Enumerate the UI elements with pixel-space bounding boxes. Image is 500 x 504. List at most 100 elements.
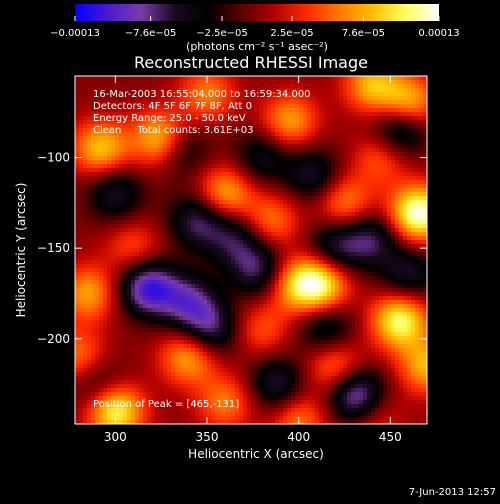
heatmap-cell — [255, 80, 260, 85]
heatmap-cell — [327, 196, 332, 201]
heatmap-cell — [299, 188, 304, 193]
heatmap-cell — [363, 184, 368, 189]
heatmap-cell — [311, 100, 316, 105]
heatmap-cell — [407, 128, 412, 133]
heatmap-cell — [143, 76, 148, 81]
heatmap-cell — [403, 232, 408, 237]
heatmap-cell — [415, 100, 420, 105]
heatmap-cell — [323, 284, 328, 289]
heatmap-cell — [259, 208, 264, 213]
heatmap-cell — [343, 136, 348, 141]
heatmap-cell — [307, 128, 312, 133]
heatmap-cell — [387, 140, 392, 145]
heatmap-cell — [107, 216, 112, 221]
heatmap-cell — [299, 140, 304, 145]
heatmap-cell — [347, 276, 352, 281]
heatmap-cell — [99, 176, 104, 181]
heatmap-cell — [267, 300, 272, 305]
heatmap-cell — [191, 152, 196, 157]
heatmap-cell — [367, 276, 372, 281]
heatmap-cell — [375, 132, 380, 137]
heatmap-cell — [263, 176, 268, 181]
heatmap-cell — [355, 168, 360, 173]
heatmap-cell — [347, 196, 352, 201]
heatmap-cell — [287, 84, 292, 89]
heatmap-cell — [327, 104, 332, 109]
heatmap-cell — [339, 148, 344, 153]
heatmap-cell — [387, 280, 392, 285]
heatmap-cell — [343, 192, 348, 197]
heatmap-cell — [95, 232, 100, 237]
heatmap-cell — [359, 208, 364, 213]
heatmap-cell — [327, 260, 332, 265]
heatmap-cell — [359, 88, 364, 93]
heatmap-cell — [95, 280, 100, 285]
heatmap-cell — [139, 256, 144, 261]
heatmap-cell — [307, 280, 312, 285]
heatmap-cell — [183, 228, 188, 233]
heatmap-cell — [315, 244, 320, 249]
heatmap-cell — [259, 184, 264, 189]
heatmap-cell — [407, 248, 412, 253]
heatmap-cell — [147, 148, 152, 153]
heatmap-cell — [323, 76, 328, 81]
heatmap-cell — [279, 104, 284, 109]
heatmap-cell — [343, 188, 348, 193]
heatmap-cell — [183, 200, 188, 205]
heatmap-cell — [355, 264, 360, 269]
heatmap-cell — [331, 160, 336, 165]
heatmap-cell — [267, 220, 272, 225]
heatmap-cell — [259, 100, 264, 105]
heatmap-cell — [351, 224, 356, 229]
heatmap-cell — [279, 140, 284, 145]
heatmap-cell — [251, 256, 256, 261]
heatmap-cell — [155, 176, 160, 181]
heatmap-cell — [199, 136, 204, 141]
heatmap-cell — [379, 200, 384, 205]
heatmap-cell — [343, 184, 348, 189]
heatmap-cell — [363, 76, 368, 81]
heatmap-cell — [243, 152, 248, 157]
heatmap-cell — [207, 252, 212, 257]
heatmap-cell — [191, 212, 196, 217]
heatmap-cell — [199, 176, 204, 181]
heatmap-cell — [403, 228, 408, 233]
heatmap-cell — [383, 240, 388, 245]
heatmap-cell — [127, 236, 132, 241]
heatmap-cell — [371, 184, 376, 189]
heatmap-cell — [311, 124, 316, 129]
heatmap-cell — [183, 148, 188, 153]
heatmap-cell — [163, 248, 168, 253]
heatmap-cell — [311, 160, 316, 165]
heatmap-cell — [147, 176, 152, 181]
heatmap-cell — [383, 96, 388, 101]
heatmap-cell — [191, 188, 196, 193]
heatmap-cell — [299, 176, 304, 181]
heatmap-cell — [343, 264, 348, 269]
heatmap-cell — [131, 252, 136, 257]
heatmap-cell — [415, 120, 420, 125]
heatmap-cell — [179, 272, 184, 277]
heatmap-cell — [139, 184, 144, 189]
heatmap-cell — [271, 100, 276, 105]
heatmap-cell — [159, 136, 164, 141]
heatmap-cell — [327, 220, 332, 225]
heatmap-cell — [419, 220, 424, 225]
heatmap-cell — [195, 152, 200, 157]
heatmap-cell — [419, 240, 424, 245]
heatmap-cell — [355, 296, 360, 301]
heatmap-cell — [419, 236, 424, 241]
heatmap-cell — [291, 204, 296, 209]
heatmap-cell — [267, 160, 272, 165]
heatmap-cell — [175, 192, 180, 197]
heatmap-cell — [211, 164, 216, 169]
heatmap-cell — [103, 144, 108, 149]
heatmap-cell — [151, 224, 156, 229]
heatmap-cell — [123, 160, 128, 165]
heatmap-cell — [235, 220, 240, 225]
heatmap-cell — [283, 236, 288, 241]
heatmap-cell — [295, 220, 300, 225]
heatmap-cell — [171, 296, 176, 301]
heatmap-cell — [123, 280, 128, 285]
heatmap-cell — [283, 204, 288, 209]
